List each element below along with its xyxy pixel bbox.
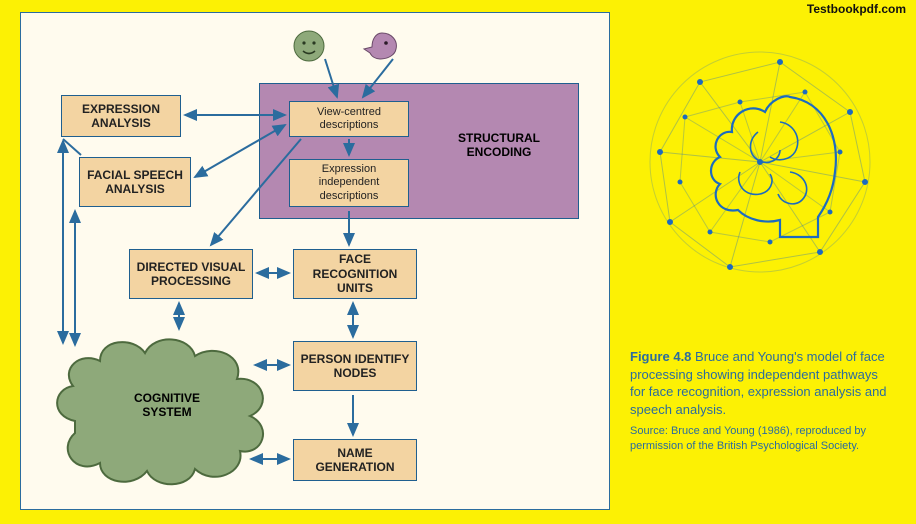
figure-caption: Figure 4.8 Bruce and Young's model of fa…	[630, 348, 890, 454]
figure-label: Figure 4.8	[630, 349, 691, 364]
structural-encoding-label: STRUCTURAL ENCODING	[439, 131, 559, 165]
node-face-recognition-units: FACE RECOGNITION UNITS	[293, 249, 417, 299]
node-view-centred-descriptions: View-centred descriptions	[289, 101, 409, 137]
bird-icon	[362, 29, 402, 68]
cognitive-system-label: COGNITIVE SYSTEM	[117, 391, 217, 423]
node-expression-analysis: EXPRESSION ANALYSIS	[61, 95, 181, 137]
top-accent-bar	[0, 0, 916, 6]
side-panel: Figure 4.8 Bruce and Young's model of fa…	[620, 12, 900, 510]
node-person-identity-nodes: PERSON IDENTIFY NODES	[293, 341, 417, 391]
face-icon	[292, 29, 326, 68]
caption-source: Source: Bruce and Young (1986), reproduc…	[630, 424, 890, 454]
diagram-panel: COGNITIVE SYSTEM EXPRESSION ANALYSIS FAC…	[20, 12, 610, 510]
node-facial-speech-analysis: FACIAL SPEECH ANALYSIS	[79, 157, 191, 207]
node-expression-independent-descriptions: Expression independent descriptions	[289, 159, 409, 207]
node-directed-visual-processing: DIRECTED VISUAL PROCESSING	[129, 249, 253, 299]
node-name-generation: NAME GENERATION	[293, 439, 417, 481]
brain-network-art	[640, 42, 880, 282]
